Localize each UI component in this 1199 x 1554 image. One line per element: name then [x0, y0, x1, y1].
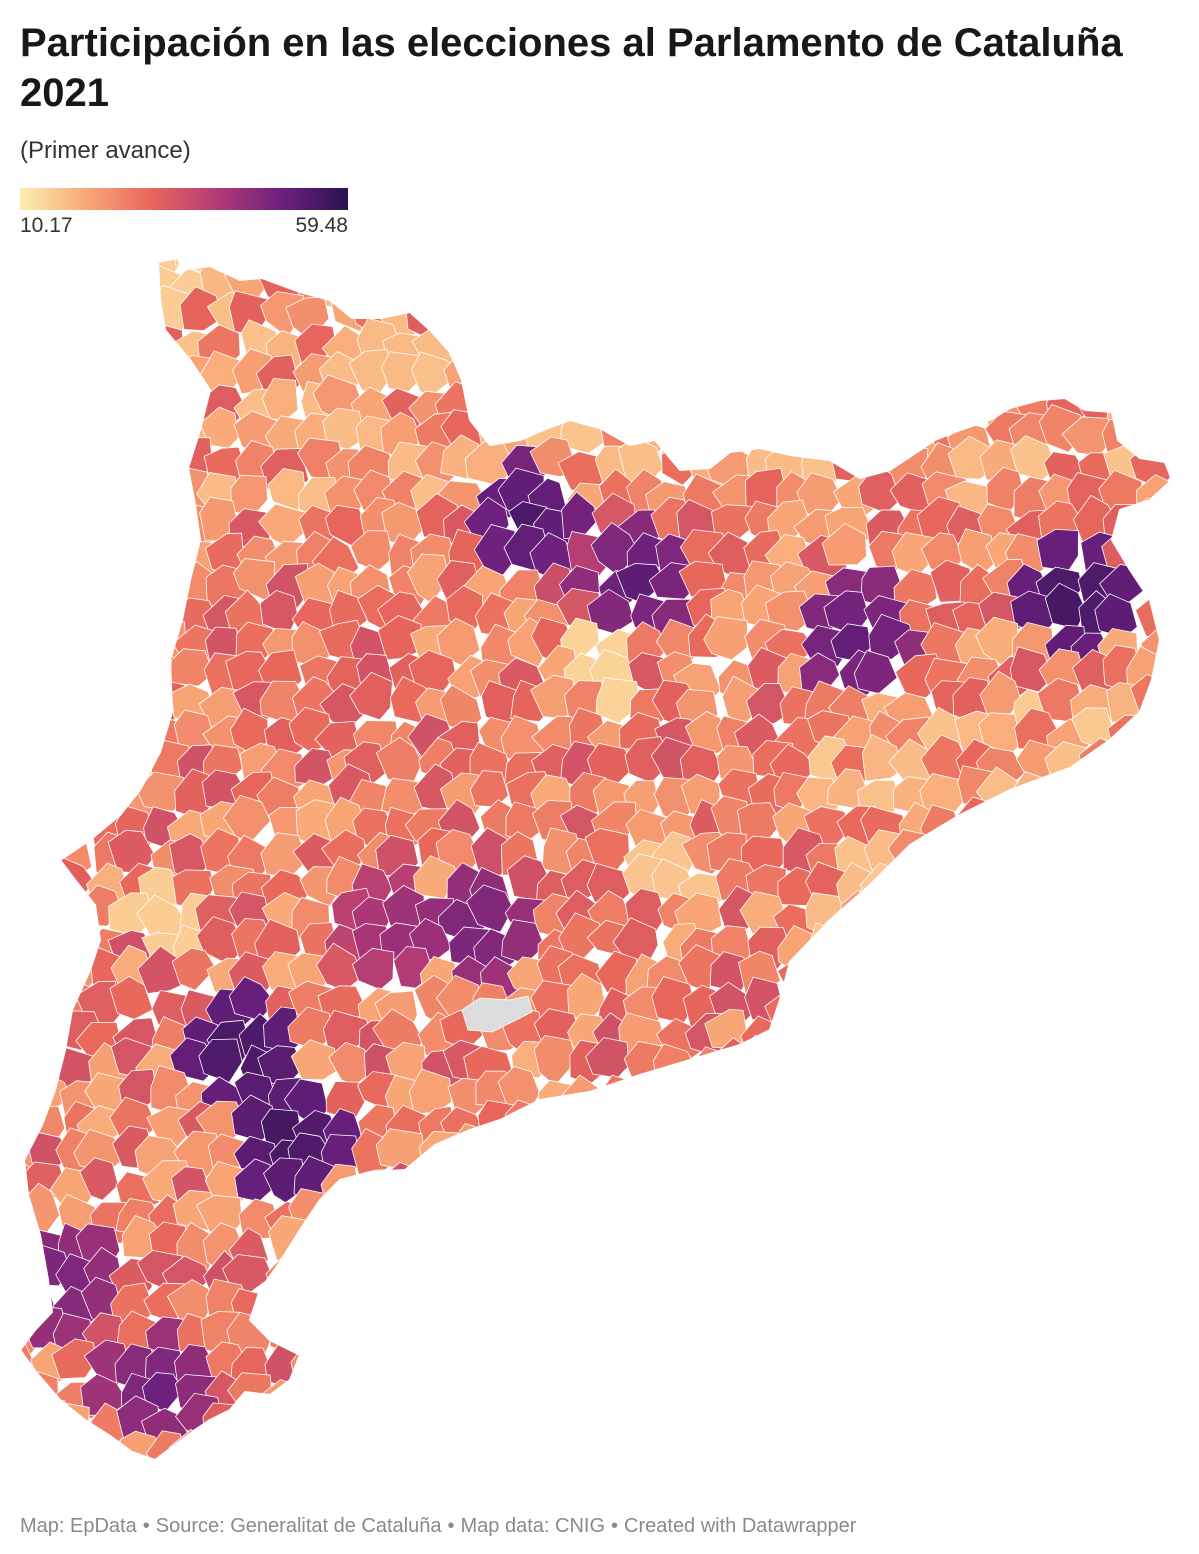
choropleth-map[interactable] — [0, 240, 1199, 1490]
municipality-cell[interactable] — [684, 710, 731, 756]
municipality-cell[interactable] — [51, 1338, 98, 1380]
municipality-cell[interactable] — [436, 617, 481, 666]
municipality-cell[interactable] — [171, 947, 217, 991]
municipality-cell[interactable] — [290, 1039, 337, 1081]
chart-subtitle: (Primer avance) — [20, 137, 191, 164]
source-credit: Source: Generalitat de Cataluña — [155, 1515, 442, 1537]
footer-separator: • — [142, 1515, 150, 1537]
footer-separator: • — [611, 1515, 619, 1537]
municipality-cell[interactable] — [745, 682, 792, 725]
municipality-cell[interactable] — [179, 286, 226, 332]
municipality-cell[interactable] — [595, 677, 642, 724]
chart-title: Participación en las elecciones al Parla… — [20, 21, 1123, 115]
color-legend: 10.17 59.48 — [20, 188, 348, 240]
municipality-cell[interactable] — [703, 616, 748, 661]
chart-footer: Map: EpData • Source: Generalitat de Catal… — [20, 1515, 856, 1538]
legend-min-label: 10.17 — [20, 214, 73, 237]
map-credit: Map: EpData — [20, 1515, 137, 1537]
municipality-cell[interactable] — [79, 1157, 119, 1201]
municipality-cell[interactable] — [765, 590, 816, 632]
municipality-cell[interactable] — [169, 648, 214, 687]
footer-separator: • — [447, 1515, 455, 1537]
municipality-cell[interactable] — [861, 733, 904, 782]
legend-gradient-bar — [20, 188, 348, 210]
municipality-cell[interactable] — [349, 671, 393, 721]
municipality-cell[interactable] — [465, 884, 514, 933]
municipality-cell[interactable] — [198, 1038, 243, 1083]
created-with-link[interactable]: Created with Datawrapper — [624, 1515, 857, 1537]
catalonia-map[interactable] — [0, 240, 1199, 1490]
legend-max-label: 59.48 — [295, 214, 348, 237]
no-data-area[interactable] — [461, 995, 533, 1033]
municipality-cell[interactable] — [118, 1430, 161, 1471]
map-data-credit: Map data: CNIG — [460, 1515, 606, 1537]
municipality-cell[interactable] — [377, 615, 424, 661]
municipality-cell[interactable] — [821, 523, 868, 566]
